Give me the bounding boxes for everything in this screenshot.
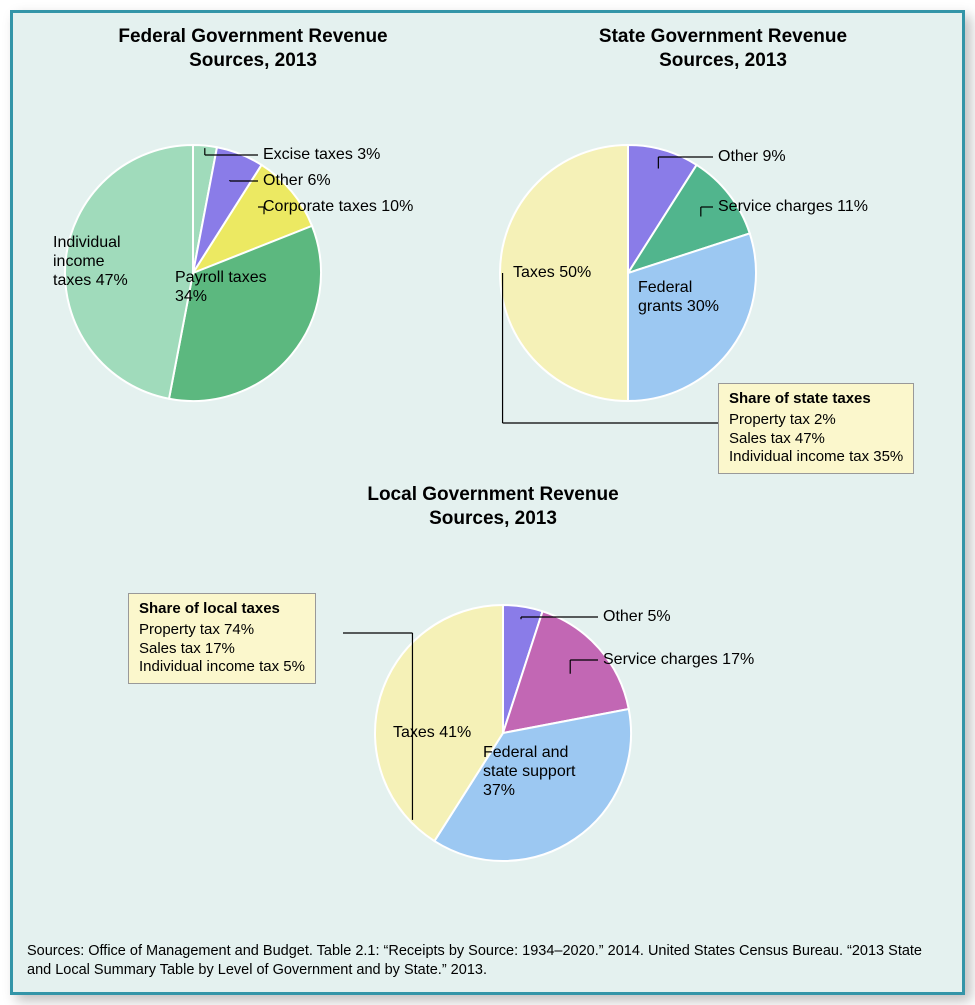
local-callout-line: Individual income tax 5% (139, 658, 305, 677)
sources-text: Sources: Office of Management and Budget… (27, 942, 948, 980)
federal-title: Federal Government Revenue Sources, 2013 (83, 25, 423, 73)
state-label-taxes: Taxes 50% (513, 263, 591, 282)
local-title: Local Government Revenue Sources, 2013 (313, 483, 673, 531)
local-label-service: Service charges 17% (603, 650, 754, 669)
state-label-federal: Federal grants 30% (638, 278, 719, 316)
federal-label-payroll: Payroll taxes 34% (175, 268, 267, 306)
local-label-support: Federal and state support 37% (483, 743, 576, 801)
infographic-frame: Federal Government Revenue Sources, 2013… (10, 10, 965, 995)
local-label-other: Other 5% (603, 607, 671, 626)
local-pie: Taxes 41% Federal and state support 37% … (283, 533, 803, 913)
local-callout-line: Property tax 74% (139, 621, 305, 640)
state-label-other: Other 9% (718, 147, 786, 166)
federal-label-excise: Excise taxes 3% (263, 145, 380, 164)
state-callout-line: Individual income tax 35% (729, 448, 903, 467)
federal-label-corporate: Corporate taxes 10% (263, 197, 413, 216)
federal-pie: Individual income taxes 47% Payroll taxe… (33, 73, 493, 433)
state-tax-callout: Share of state taxes Property tax 2% Sal… (718, 383, 914, 474)
local-callout-title: Share of local taxes (139, 600, 305, 619)
local-callout-line: Sales tax 17% (139, 640, 305, 659)
federal-label-other: Other 6% (263, 171, 331, 190)
state-callout-line: Property tax 2% (729, 411, 903, 430)
local-tax-callout: Share of local taxes Property tax 74% Sa… (128, 593, 316, 684)
federal-label-individual: Individual income taxes 47% (53, 233, 128, 291)
state-title: State Government Revenue Sources, 2013 (543, 25, 903, 73)
local-label-taxes: Taxes 41% (393, 723, 471, 742)
state-callout-line: Sales tax 47% (729, 430, 903, 449)
state-callout-title: Share of state taxes (729, 390, 903, 409)
state-pie: Taxes 50% Federal grants 30% Other 9% Se… (493, 73, 963, 493)
state-label-service: Service charges 11% (718, 197, 868, 216)
